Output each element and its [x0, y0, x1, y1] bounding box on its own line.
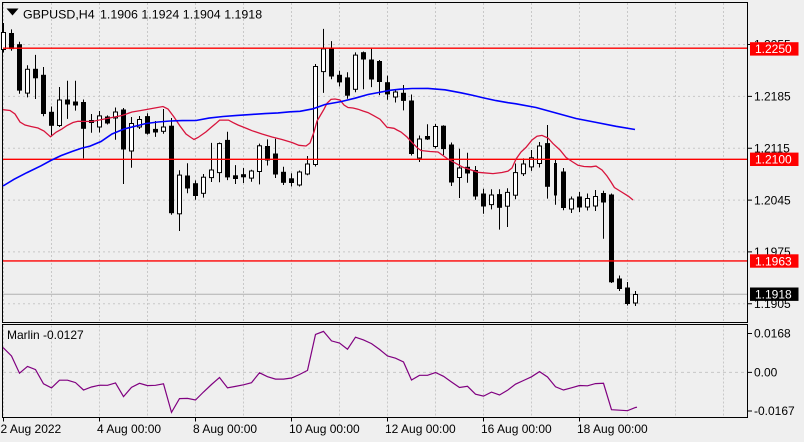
svg-text:1.1963: 1.1963: [755, 254, 792, 268]
svg-text:12 Aug 00:00: 12 Aug 00:00: [385, 422, 456, 436]
svg-text:18 Aug 00:00: 18 Aug 00:00: [577, 422, 648, 436]
svg-text:1.2185: 1.2185: [754, 90, 791, 104]
svg-text:1.1906: 1.1906: [100, 8, 138, 22]
svg-text:16 Aug 00:00: 16 Aug 00:00: [481, 422, 552, 436]
svg-text:GBPUSD,H4: GBPUSD,H4: [23, 8, 95, 22]
svg-text:8 Aug 00:00: 8 Aug 00:00: [193, 422, 257, 436]
svg-text:1.2250: 1.2250: [755, 42, 792, 56]
svg-text:10 Aug 00:00: 10 Aug 00:00: [289, 422, 360, 436]
svg-text:1.1924: 1.1924: [141, 8, 179, 22]
svg-text:2 Aug 2022: 2 Aug 2022: [1, 422, 62, 436]
svg-text:1.1918: 1.1918: [755, 288, 792, 302]
svg-text:4 Aug 00:00: 4 Aug 00:00: [97, 422, 161, 436]
svg-text:Marlin -0.0127: Marlin -0.0127: [7, 328, 84, 342]
svg-text:1.1904: 1.1904: [183, 8, 221, 22]
svg-text:0.00: 0.00: [754, 366, 778, 380]
svg-text:1.2045: 1.2045: [754, 193, 791, 207]
svg-text:1.2100: 1.2100: [755, 153, 792, 167]
svg-text:-0.0167: -0.0167: [754, 404, 795, 418]
svg-text:1.2115: 1.2115: [754, 141, 790, 155]
svg-text:0.0168: 0.0168: [754, 327, 791, 341]
svg-text:1.1918: 1.1918: [224, 8, 262, 22]
